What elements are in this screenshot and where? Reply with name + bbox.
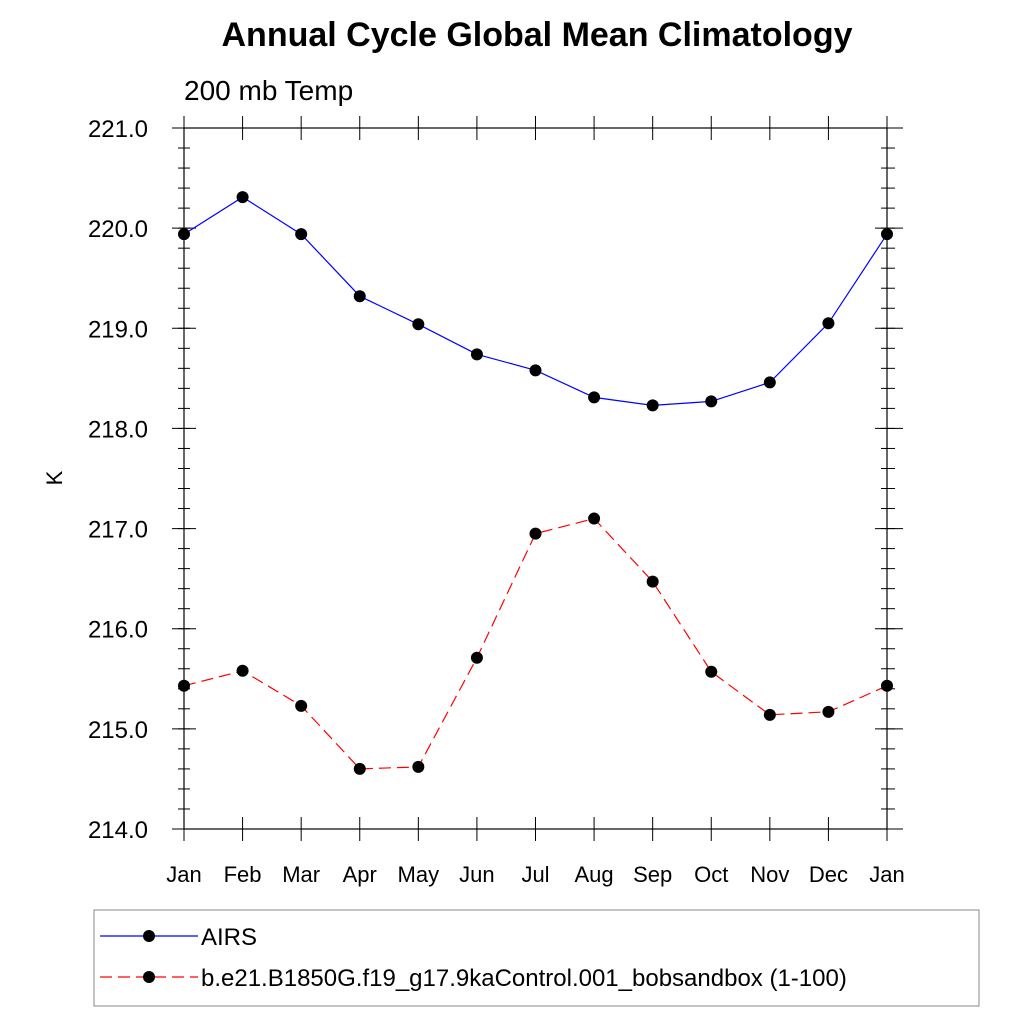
series-1-point [529,527,542,540]
series-1-point [236,664,249,677]
series-1-point [705,665,718,678]
series-1-point [470,651,483,664]
series-0-point [646,399,659,412]
series-0-point [588,391,601,404]
minor-ticks [178,127,895,830]
y-tick-label: 219.0 [88,316,148,343]
series-1-point [881,679,893,692]
y-tick-label: 217.0 [88,517,148,544]
y-tick-label: 214.0 [88,817,148,844]
chart-title: Annual Cycle Global Mean Climatology [222,16,853,54]
x-tick-label: Sep [633,862,672,887]
y-axis-label: K [42,470,67,485]
legend-label-airs: AIRS [201,924,257,951]
series-0-point [470,348,483,361]
series-0-point [763,376,776,389]
series-0-point [705,395,718,408]
x-tick-label: Jun [459,862,494,887]
x-tick-label: Mar [282,862,320,887]
x-tick-label: Oct [694,862,728,887]
x-tick-label: Jan [166,862,201,887]
plot-frame [183,127,888,830]
x-tick-label: May [398,862,440,887]
legend-label-model: b.e21.B1850G.f19_g17.9kaControl.001_bobs… [201,965,847,992]
series-layer [178,191,893,775]
series-0-point [881,228,893,241]
legend-marker-airs [143,930,155,942]
series-0-point [412,318,425,331]
x-tick-label: Aug [575,862,614,887]
series-1-point [588,512,601,525]
series-0-point [178,228,190,241]
series-1-point [646,575,659,588]
y-tick-label: 218.0 [88,416,148,443]
series-1-point [353,762,366,775]
legend-box [93,909,980,1007]
x-tick-label: Dec [809,862,848,887]
series-1-point [822,705,835,718]
series-1-point [178,679,190,692]
legend-marker-model [143,971,155,983]
x-tick-label: Feb [224,862,262,887]
series-1-point [295,699,308,712]
x-tick-label: Nov [750,862,789,887]
series-0-point [236,191,249,204]
series-0-point [822,317,835,330]
series-0-point [295,228,308,241]
series-1-point [763,708,776,721]
x-tick-label: Jan [869,862,904,887]
series-line-1 [183,517,888,770]
chart-subtitle: 200 mb Temp [184,75,353,106]
series-1-point [412,760,425,773]
y-tick-label: 220.0 [88,216,148,243]
major-ticks [172,116,903,841]
series-0-point [529,364,542,377]
legend: AIRS b.e21.B1850G.f19_g17.9kaControl.001… [93,909,980,1007]
y-tick-labels: 214.0 215.0 216.0 217.0 218.0 219.0 220.0 221.0 [88,116,148,844]
y-tick-label: 216.0 [88,617,148,644]
x-tick-labels: Jan Feb Mar Apr May Jun Jul Aug Sep Oct Nov Dec Jan [166,862,904,887]
y-tick-label: 215.0 [88,717,148,744]
y-tick-label: 221.0 [88,116,148,143]
x-tick-label: Apr [343,862,377,887]
x-tick-label: Jul [521,862,549,887]
series-0-point [353,290,366,303]
